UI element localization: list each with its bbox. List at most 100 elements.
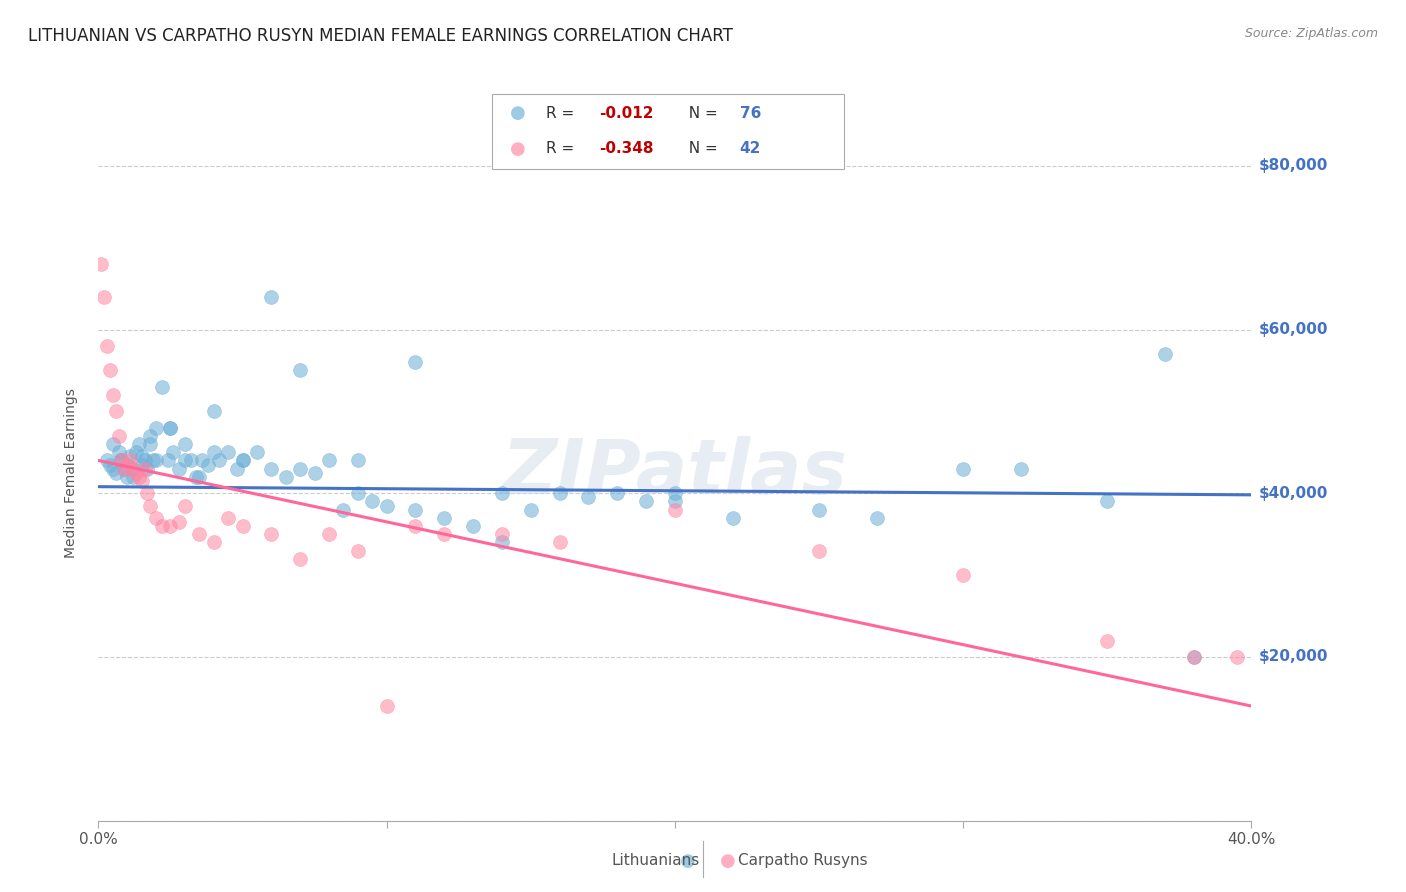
Point	[110, 453, 132, 467]
Point	[142, 453, 165, 467]
Point	[131, 450, 153, 464]
Point	[433, 510, 456, 524]
Point	[162, 445, 184, 459]
Text: $40,000: $40,000	[1258, 486, 1327, 500]
Point	[120, 453, 142, 467]
Text: LITHUANIAN VS CARPATHO RUSYN MEDIAN FEMALE EARNINGS CORRELATION CHART: LITHUANIAN VS CARPATHO RUSYN MEDIAN FEMA…	[28, 27, 733, 45]
Point	[145, 421, 167, 435]
Text: ●: ●	[509, 104, 526, 122]
Point	[125, 445, 148, 459]
Point	[246, 445, 269, 459]
Point	[98, 363, 121, 377]
Point	[491, 486, 513, 500]
Text: $80,000: $80,000	[1258, 158, 1327, 173]
Point	[225, 461, 247, 475]
Text: R =: R =	[546, 106, 579, 120]
Point	[112, 461, 135, 475]
Point	[117, 458, 138, 472]
Point	[197, 458, 219, 472]
Point	[807, 502, 830, 516]
Text: 42: 42	[740, 142, 761, 156]
Point	[405, 502, 427, 516]
Point	[107, 429, 129, 443]
Point	[96, 339, 118, 353]
Point	[1153, 347, 1175, 361]
Point	[274, 470, 297, 484]
Point	[167, 515, 190, 529]
Point	[112, 461, 135, 475]
Point	[520, 502, 543, 516]
Point	[117, 458, 138, 472]
Text: $20,000: $20,000	[1258, 649, 1327, 665]
Point	[174, 499, 197, 513]
Point	[134, 461, 156, 475]
Point	[346, 453, 368, 467]
Point	[606, 486, 628, 500]
Point	[167, 461, 190, 475]
Point	[231, 453, 254, 467]
Point	[664, 502, 686, 516]
Point	[159, 519, 181, 533]
Text: 76: 76	[740, 106, 761, 120]
Point	[180, 453, 202, 467]
Point	[110, 453, 132, 467]
Point	[548, 535, 571, 549]
Point	[186, 470, 208, 484]
Text: -0.012: -0.012	[599, 106, 654, 120]
Point	[191, 453, 214, 467]
Point	[208, 453, 231, 467]
Point	[202, 535, 225, 549]
Point	[636, 494, 658, 508]
Point	[304, 466, 326, 480]
Point	[290, 551, 312, 566]
Point	[174, 453, 197, 467]
Text: N =: N =	[679, 142, 723, 156]
Point	[122, 461, 145, 475]
Point	[145, 510, 167, 524]
Point	[217, 445, 239, 459]
Point	[110, 453, 132, 467]
Point	[260, 290, 283, 304]
Point	[122, 470, 145, 484]
Point	[346, 486, 368, 500]
Point	[117, 470, 138, 484]
Point	[156, 453, 179, 467]
Point	[290, 461, 312, 475]
Text: Source: ZipAtlas.com: Source: ZipAtlas.com	[1244, 27, 1378, 40]
Point	[375, 699, 398, 714]
Point	[461, 519, 484, 533]
Point	[96, 453, 118, 467]
Point	[1182, 649, 1205, 664]
Point	[346, 543, 368, 558]
Point	[128, 470, 150, 484]
Point	[101, 437, 124, 451]
Text: $60,000: $60,000	[1258, 322, 1327, 337]
Point	[101, 388, 124, 402]
Point	[122, 461, 145, 475]
Text: ●: ●	[509, 140, 526, 158]
Point	[952, 568, 974, 582]
Text: R =: R =	[546, 142, 579, 156]
Point	[375, 499, 398, 513]
Point	[159, 421, 181, 435]
Point	[136, 486, 159, 500]
Point	[139, 437, 162, 451]
Point	[202, 404, 225, 418]
Point	[104, 466, 127, 480]
Text: Lithuanians: Lithuanians	[612, 854, 700, 868]
Point	[405, 355, 427, 369]
Point	[548, 486, 571, 500]
Point	[491, 535, 513, 549]
Point	[188, 470, 211, 484]
Point	[664, 486, 686, 500]
Point	[120, 450, 142, 464]
Point	[128, 437, 150, 451]
Point	[90, 257, 112, 271]
Point	[290, 363, 312, 377]
Point	[188, 527, 211, 541]
Point	[491, 527, 513, 541]
Point	[139, 499, 162, 513]
Point	[1182, 649, 1205, 664]
Point	[150, 380, 173, 394]
Point	[145, 453, 167, 467]
